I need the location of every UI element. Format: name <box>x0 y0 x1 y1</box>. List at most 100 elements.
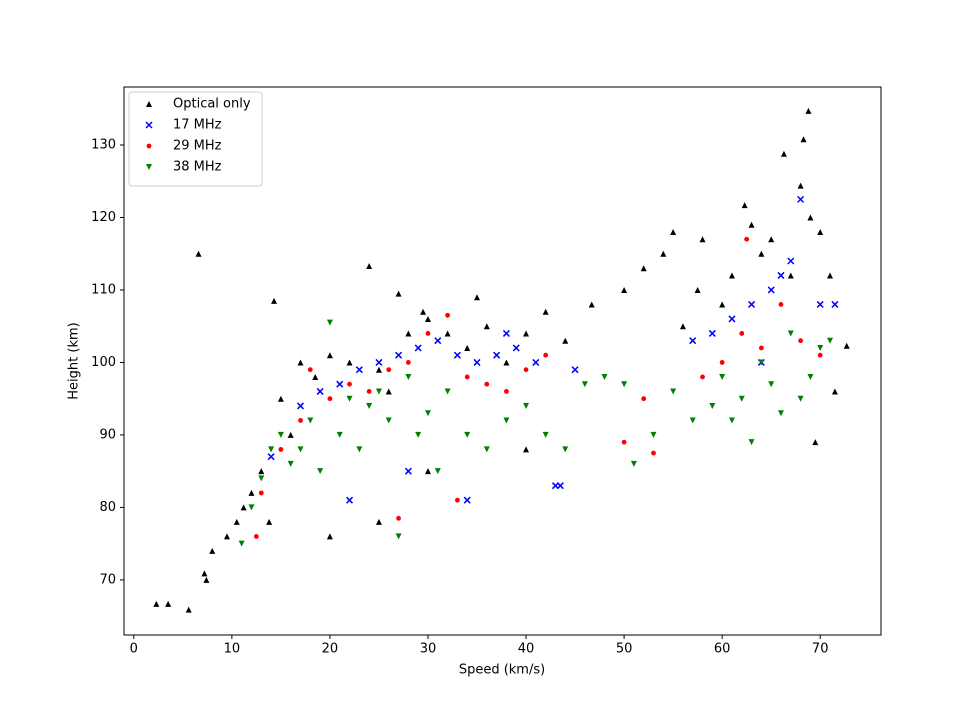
point <box>719 301 726 308</box>
point <box>689 417 696 424</box>
point <box>744 236 750 242</box>
point <box>581 381 588 388</box>
point <box>444 388 451 395</box>
point <box>817 344 824 351</box>
point <box>827 337 834 344</box>
point <box>366 389 372 394</box>
point <box>464 374 470 380</box>
point <box>238 540 245 547</box>
point <box>445 312 450 318</box>
point <box>768 381 775 388</box>
legend-label: 38 MHz <box>173 160 222 175</box>
point <box>807 373 814 380</box>
point <box>405 373 412 380</box>
point <box>805 107 812 114</box>
point <box>316 387 324 395</box>
point <box>258 490 264 496</box>
point <box>165 600 172 607</box>
point <box>375 388 382 395</box>
point <box>800 136 807 143</box>
point <box>453 351 461 359</box>
point <box>464 431 471 438</box>
point <box>504 389 509 394</box>
point <box>777 410 784 417</box>
point <box>434 337 442 345</box>
point <box>278 447 284 452</box>
point <box>728 315 736 323</box>
point <box>233 518 240 525</box>
point <box>185 606 192 613</box>
axes-frame <box>123 86 882 636</box>
point <box>483 323 490 330</box>
point <box>817 352 823 358</box>
point <box>463 496 471 504</box>
point <box>385 388 392 395</box>
point <box>424 410 431 417</box>
point <box>640 265 647 272</box>
point <box>386 367 392 373</box>
point <box>812 439 819 446</box>
point <box>502 329 510 337</box>
point <box>240 504 247 511</box>
point <box>425 331 431 336</box>
point <box>588 301 595 308</box>
legend-marker <box>145 121 153 129</box>
point <box>738 395 745 402</box>
point <box>748 439 755 446</box>
legend-label: 29 MHz <box>173 139 222 154</box>
point <box>396 515 401 521</box>
legend-box <box>128 91 263 187</box>
point <box>253 534 259 539</box>
point <box>271 297 278 304</box>
point <box>542 431 549 438</box>
point <box>336 380 344 388</box>
point <box>767 286 775 294</box>
point <box>571 366 579 374</box>
point <box>395 351 403 359</box>
point <box>483 446 490 453</box>
point <box>267 453 275 461</box>
plot-area <box>153 107 850 613</box>
point <box>651 450 656 456</box>
point <box>277 395 284 402</box>
point <box>503 359 510 366</box>
point <box>258 475 265 482</box>
point <box>798 338 803 344</box>
point <box>203 576 210 583</box>
point <box>474 294 481 301</box>
point <box>223 533 230 540</box>
point <box>454 497 460 503</box>
point <box>787 330 794 337</box>
point <box>532 358 540 366</box>
point <box>366 402 373 409</box>
point <box>375 358 383 366</box>
point <box>777 271 785 279</box>
point <box>748 221 755 228</box>
point <box>420 308 427 315</box>
point <box>355 366 363 374</box>
point <box>523 446 530 453</box>
point <box>778 302 784 307</box>
point <box>758 345 764 351</box>
point <box>831 300 839 308</box>
point <box>473 358 481 366</box>
point <box>346 395 353 402</box>
point <box>562 446 569 453</box>
point <box>827 272 834 279</box>
y-tick-label: 100 <box>91 355 116 370</box>
point <box>405 360 411 365</box>
point <box>831 388 838 395</box>
point <box>414 344 422 352</box>
point <box>346 496 354 504</box>
point <box>405 330 412 337</box>
legend-label: 17 MHz <box>173 118 222 133</box>
x-tick-label: 40 <box>518 642 535 657</box>
point <box>385 417 392 424</box>
point <box>708 329 716 337</box>
point <box>464 344 471 351</box>
point <box>787 257 795 265</box>
x-tick-label: 70 <box>812 642 829 657</box>
point <box>326 533 333 540</box>
point <box>424 468 431 475</box>
point <box>375 518 382 525</box>
